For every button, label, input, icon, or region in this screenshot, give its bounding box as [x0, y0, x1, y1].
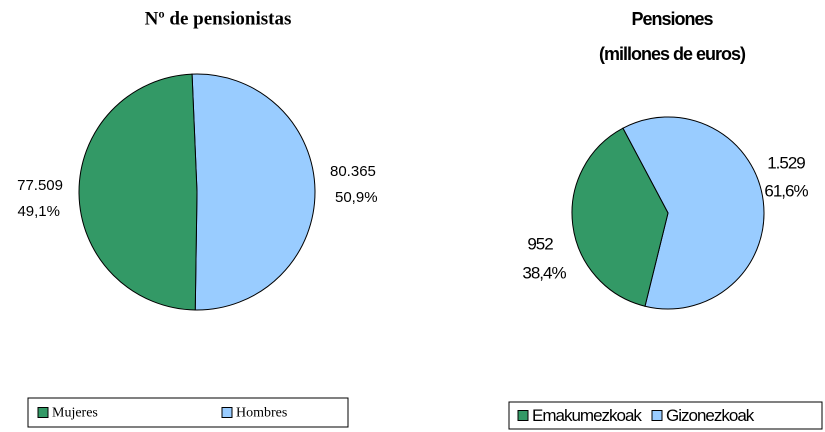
value-label: 952 — [527, 234, 553, 253]
legend-label: Hombres — [236, 406, 287, 421]
percent-label: 38,4% — [522, 263, 566, 282]
legend-swatch — [37, 407, 49, 418]
value-label: 1.529 — [767, 153, 805, 172]
pie-slice — [571, 127, 669, 307]
chart-title: Pensiones — [631, 9, 713, 29]
value-label: 80.365 — [330, 163, 376, 180]
pie-slice — [78, 73, 198, 311]
legend-swatch — [651, 410, 663, 421]
legend-swatch — [517, 410, 529, 421]
legend-label: Mujeres — [52, 406, 98, 421]
legend-box — [27, 397, 349, 428]
value-label: 77.509 — [17, 177, 63, 194]
legend-label: Gizonezkoak — [666, 406, 755, 425]
pie-slice — [191, 73, 316, 311]
percent-label: 61,6% — [764, 181, 808, 200]
legend-box — [508, 401, 823, 430]
legend-label: Emakumezkoak — [532, 406, 642, 425]
percent-label: 49,1% — [17, 203, 60, 220]
chart-title: Nº de pensionistas — [145, 8, 292, 29]
legend-swatch — [221, 407, 233, 418]
percent-label: 50,9% — [335, 189, 378, 206]
pie-slice — [622, 116, 765, 310]
chart-subtitle: (millones de euros) — [599, 44, 746, 64]
